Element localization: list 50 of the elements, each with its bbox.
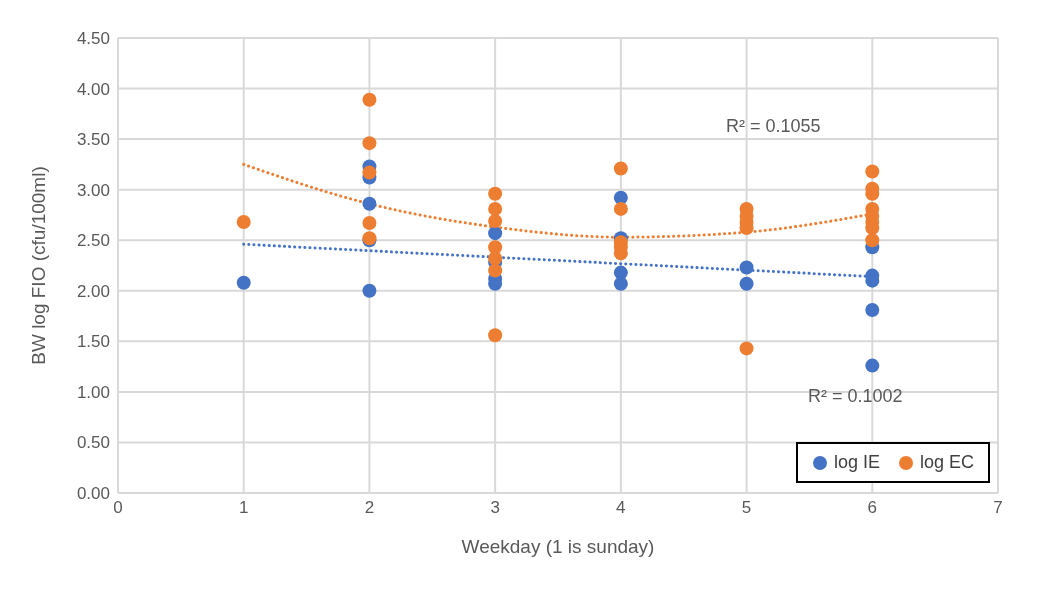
point xyxy=(739,341,754,356)
x-tick-label: 3 xyxy=(490,498,500,518)
x-tick-label: 1 xyxy=(238,498,249,518)
point xyxy=(488,214,503,229)
point xyxy=(488,226,503,241)
point xyxy=(362,196,377,211)
annotation: R² = 0.1055 xyxy=(726,116,821,137)
annotation: R² = 0.1002 xyxy=(808,386,903,407)
point xyxy=(362,165,377,180)
x-axis-title: Weekday (1 is sunday) xyxy=(461,536,655,557)
point xyxy=(236,215,251,230)
point xyxy=(739,260,754,275)
point xyxy=(488,186,503,201)
x-tick-label: 5 xyxy=(741,498,752,518)
point xyxy=(865,164,880,179)
x-tick-label: 2 xyxy=(364,498,375,518)
point xyxy=(488,263,503,278)
point xyxy=(865,233,880,248)
point xyxy=(488,201,503,216)
point xyxy=(362,216,377,231)
point xyxy=(739,276,754,291)
y-tick-label: 0.00 xyxy=(76,484,110,504)
point xyxy=(362,136,377,151)
point xyxy=(488,328,503,343)
y-tick-label: 1.00 xyxy=(76,382,110,402)
x-tick-label: 0 xyxy=(113,498,123,518)
y-tick-label: 3.00 xyxy=(76,180,110,200)
point xyxy=(362,283,377,298)
legend-label: log IE xyxy=(833,452,880,473)
x-tick-label: 7 xyxy=(993,498,1003,518)
y-tick-label: 4.50 xyxy=(76,29,110,49)
point xyxy=(865,358,880,373)
y-tick-label: 2.50 xyxy=(76,231,110,251)
y-tick-label: 2.00 xyxy=(76,281,110,301)
point xyxy=(865,302,880,317)
point xyxy=(613,201,628,216)
y-tick-label: 0.50 xyxy=(76,433,110,453)
x-tick-label: 4 xyxy=(616,498,626,518)
y-tick-label: 4.00 xyxy=(76,79,110,99)
legend-label: log EC xyxy=(919,452,974,473)
point xyxy=(488,240,503,255)
point xyxy=(362,92,377,107)
x-tick-label: 6 xyxy=(867,498,878,518)
point xyxy=(236,275,251,290)
y-tick-label: 1.50 xyxy=(76,332,110,352)
point xyxy=(613,161,628,176)
point xyxy=(488,251,503,266)
y-axis-title: BW log FIO (cfu/100ml) xyxy=(27,166,49,365)
point xyxy=(613,276,628,291)
y-tick-label: 3.50 xyxy=(76,130,110,150)
